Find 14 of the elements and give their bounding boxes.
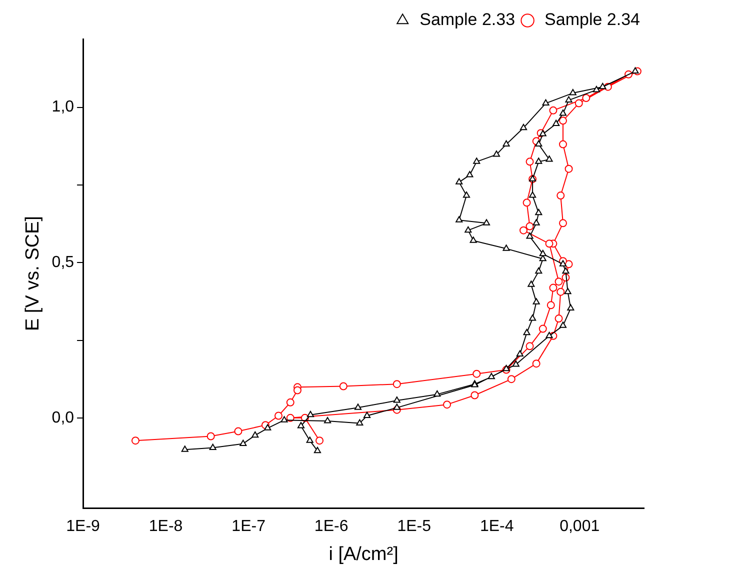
y-tick-label: 0,5 [52, 254, 74, 272]
x-tick-label: 1E-4 [480, 518, 514, 536]
x-tick-label: 1E-5 [397, 518, 432, 536]
x-axis-title: i [A/cm²] [328, 544, 398, 565]
x-tick-label: 1E-6 [314, 518, 348, 536]
y-axis-title: E [V vs. SCE] [22, 216, 44, 332]
x-tick-label: 1E-8 [148, 518, 183, 536]
y-tick-label: 0,0 [52, 409, 74, 426]
legend-label: Sample 2.33 [420, 10, 516, 30]
y-tick-label: 1,0 [52, 98, 74, 116]
x-tick-label: 0,001 [560, 518, 600, 536]
x-tick-label: 1E-9 [66, 518, 100, 536]
x-tick-label: 1E-7 [232, 518, 266, 536]
legend-label: Sample 2.34 [544, 10, 640, 30]
